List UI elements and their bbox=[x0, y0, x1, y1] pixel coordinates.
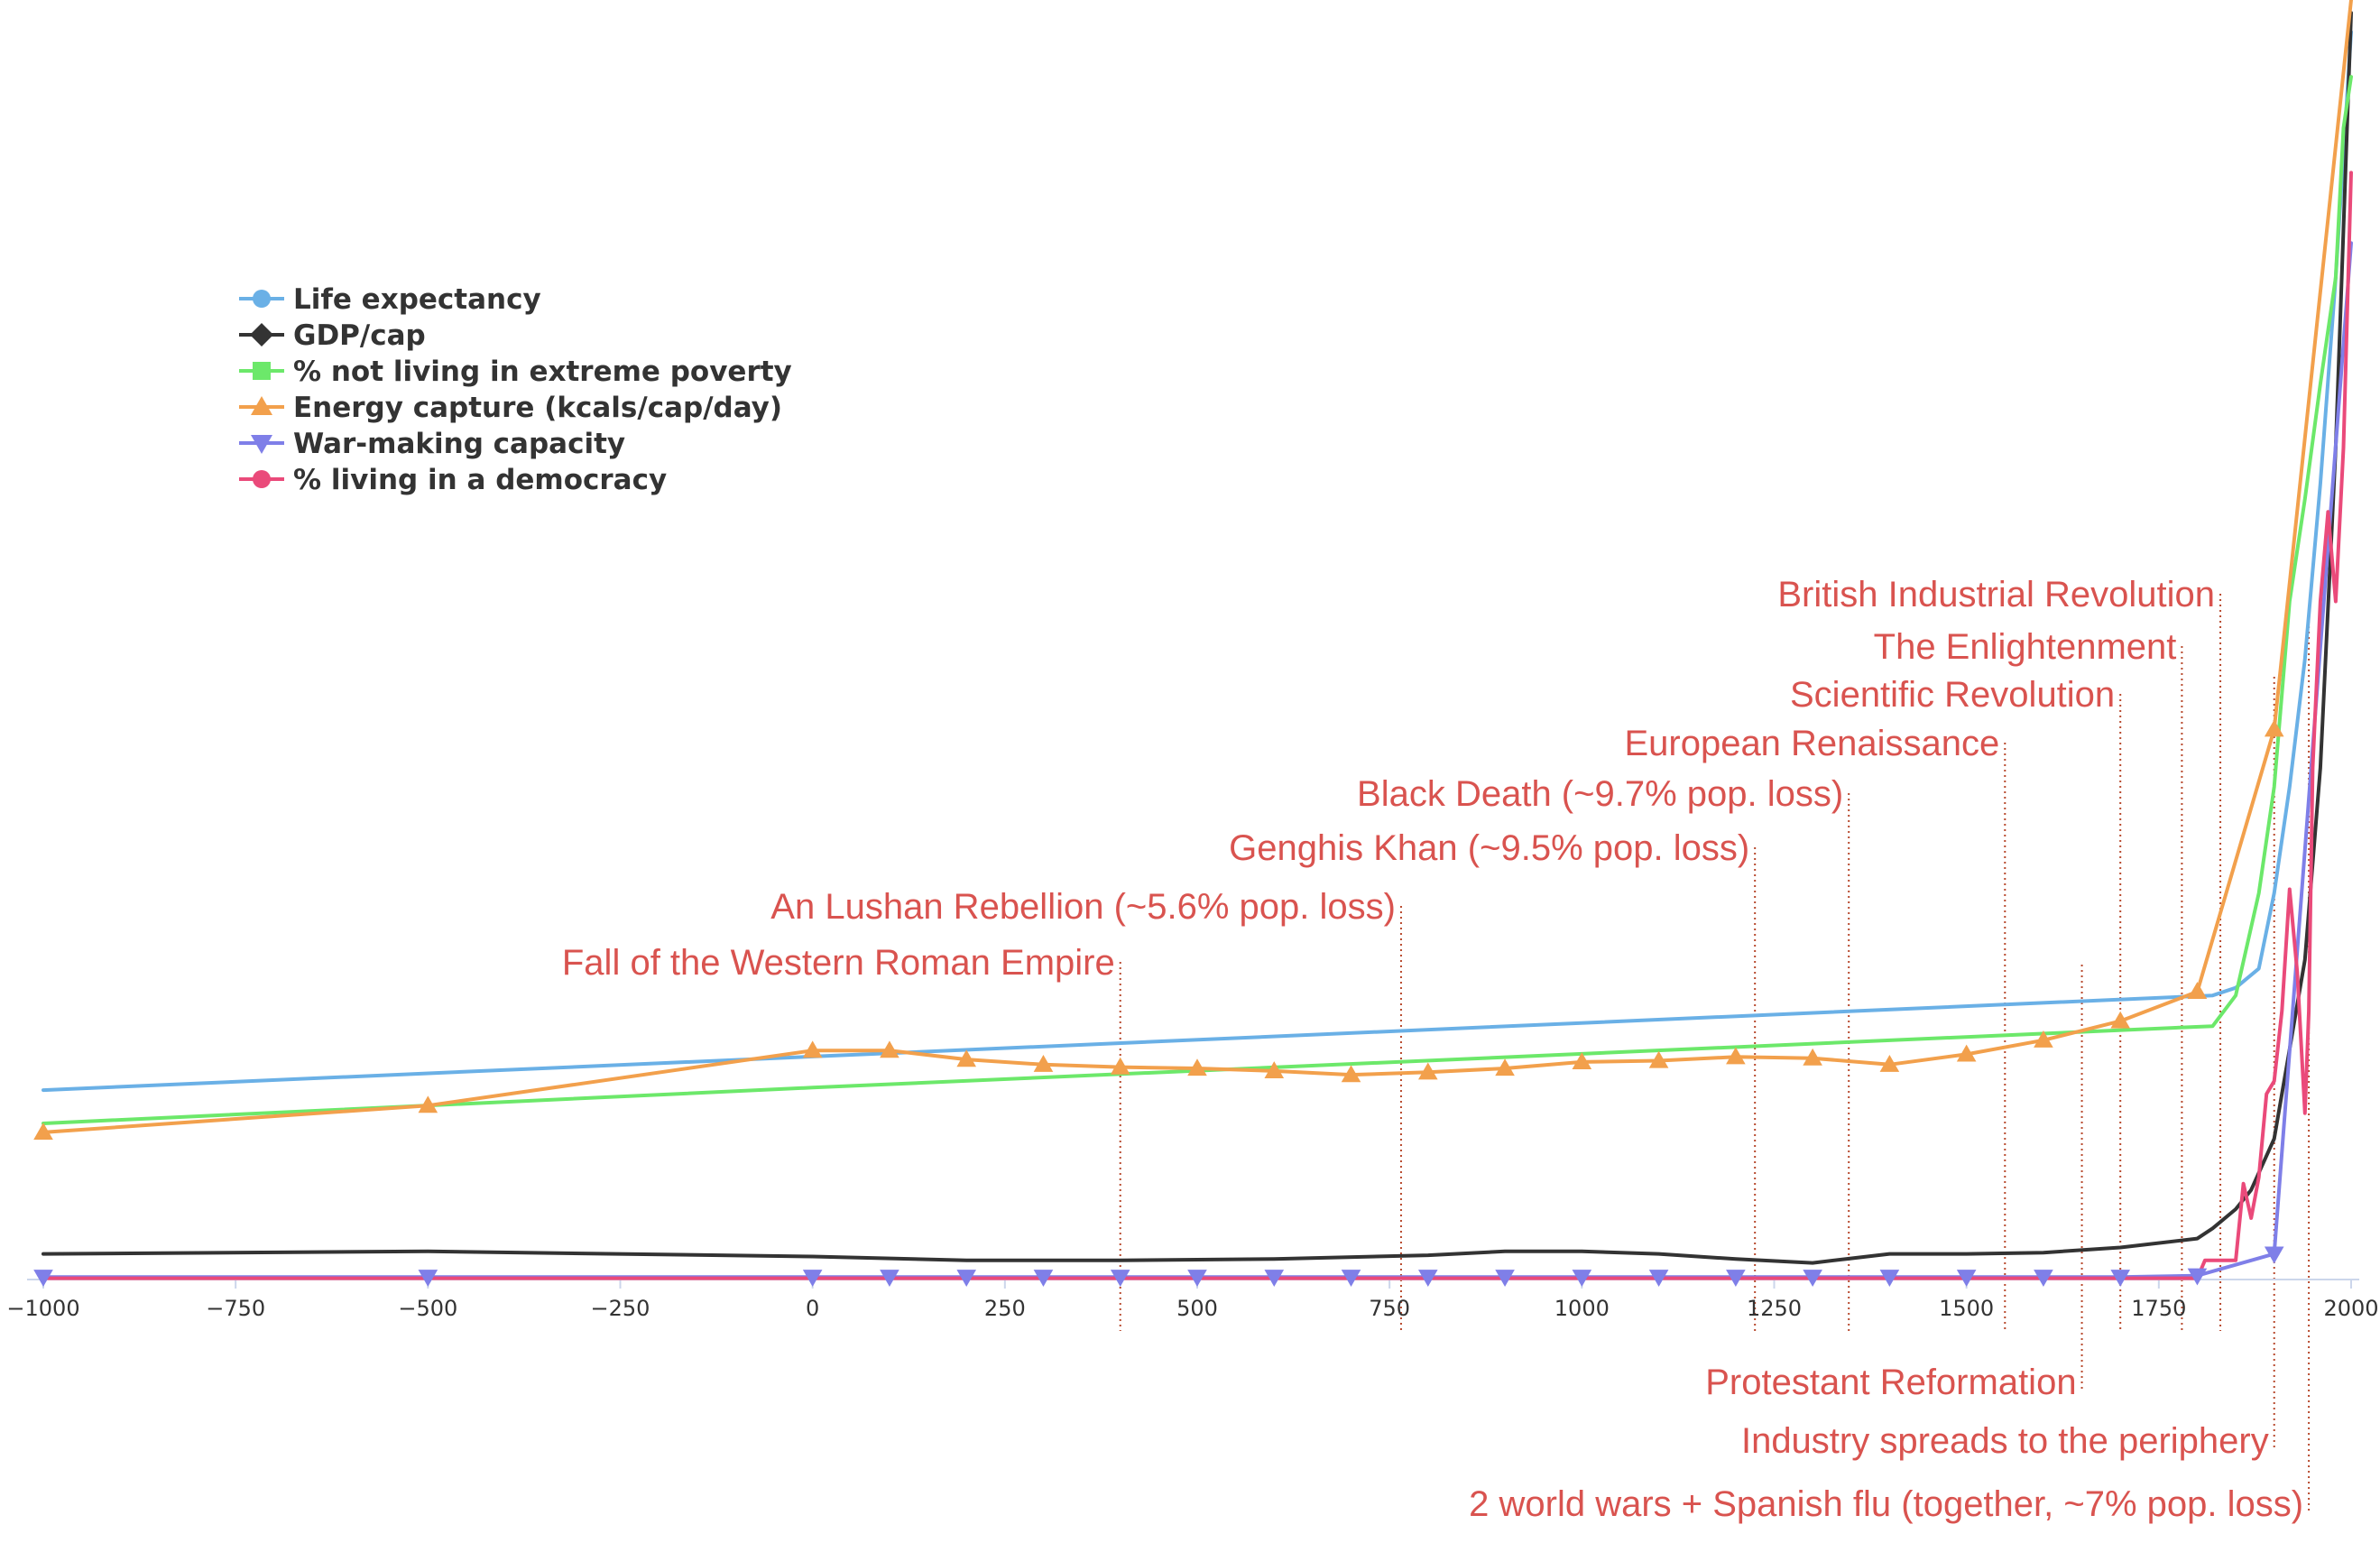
data-point-war-making-capacity bbox=[1341, 1270, 1361, 1287]
x-tick-label: −500 bbox=[398, 1296, 457, 1321]
legend-label: Life expectancy bbox=[293, 283, 541, 316]
x-axis: −1000 −750 −500 −250 0 250 500 750 1000 1250 1500 1… bbox=[6, 1279, 2379, 1321]
annotation-label-2-world-wars-spanish-flu-together-7-pop-loss: 2 world wars + Spanish flu (together, ~7… bbox=[1469, 1484, 2303, 1524]
annotation-label-protestant-reformation: Protestant Reformation bbox=[1705, 1363, 2076, 1402]
legend-swatch-marker bbox=[251, 396, 272, 415]
data-point-energy-capture-kcals-cap-day bbox=[418, 1095, 438, 1113]
data-point-war-making-capacity bbox=[1033, 1270, 1054, 1287]
legend-label: % living in a democracy bbox=[293, 464, 667, 496]
data-point-energy-capture-kcals-cap-day bbox=[1879, 1054, 1900, 1072]
data-point-war-making-capacity bbox=[1803, 1270, 1822, 1287]
annotation-label-genghis-khan-9-5-pop-loss: Genghis Khan (~9.5% pop. loss) bbox=[1229, 828, 1749, 868]
data-point-war-making-capacity bbox=[418, 1270, 438, 1287]
data-point-war-making-capacity bbox=[1879, 1270, 1900, 1287]
legend-item-not-living-in-extreme-poverty[interactable]: % not living in extreme poverty bbox=[239, 356, 792, 388]
x-tick-label: −750 bbox=[206, 1296, 265, 1321]
data-point-energy-capture-kcals-cap-day bbox=[1726, 1047, 1746, 1065]
annotation-label-the-enlightenment: The Enlightenment bbox=[1874, 627, 2177, 667]
data-point-war-making-capacity bbox=[1956, 1270, 1977, 1287]
data-point-energy-capture-kcals-cap-day bbox=[1495, 1058, 1515, 1076]
data-point-war-making-capacity bbox=[2264, 1246, 2284, 1264]
legend-item-life-expectancy[interactable]: Life expectancy bbox=[239, 283, 541, 316]
series-markers bbox=[33, 719, 2284, 1287]
data-point-war-making-capacity bbox=[1187, 1270, 1207, 1287]
legend-swatch-marker bbox=[253, 290, 271, 308]
data-point-war-making-capacity bbox=[1418, 1270, 1438, 1287]
annotation-label-black-death-9-7-pop-loss: Black Death (~9.7% pop. loss) bbox=[1357, 774, 1843, 814]
legend-label: % not living in extreme poverty bbox=[293, 356, 792, 388]
data-point-energy-capture-kcals-cap-day bbox=[2187, 982, 2208, 1000]
data-point-war-making-capacity bbox=[1495, 1270, 1515, 1287]
data-point-energy-capture-kcals-cap-day bbox=[1110, 1057, 1130, 1075]
x-tick-label: 0 bbox=[806, 1296, 819, 1321]
series-line-living-in-a-democracy bbox=[42, 171, 2353, 1280]
x-tick-label: −250 bbox=[591, 1296, 650, 1321]
data-point-energy-capture-kcals-cap-day bbox=[956, 1049, 976, 1067]
x-tick-label: 1000 bbox=[1554, 1296, 1610, 1321]
x-tick-label: 750 bbox=[1369, 1296, 1410, 1321]
legend-swatch-marker bbox=[253, 470, 271, 488]
legend-label: War-making capacity bbox=[293, 428, 625, 460]
legend-item-war-making-capacity[interactable]: War-making capacity bbox=[239, 428, 625, 460]
data-point-energy-capture-kcals-cap-day bbox=[880, 1040, 899, 1058]
data-point-war-making-capacity bbox=[1648, 1270, 1669, 1287]
data-point-war-making-capacity bbox=[956, 1270, 976, 1287]
annotation-label-scientific-revolution: Scientific Revolution bbox=[1790, 675, 2115, 715]
legend-swatch-marker bbox=[250, 323, 273, 346]
data-point-energy-capture-kcals-cap-day bbox=[1187, 1058, 1207, 1076]
data-point-war-making-capacity bbox=[2187, 1268, 2208, 1286]
legend-swatch-marker bbox=[251, 435, 272, 454]
annotation-label-an-lushan-rebellion-5-6-pop-loss: An Lushan Rebellion (~5.6% pop. loss) bbox=[770, 887, 1396, 927]
data-point-energy-capture-kcals-cap-day bbox=[802, 1040, 823, 1058]
annotation-labels: Fall of the Western Roman Empire An Lusha… bbox=[562, 575, 2303, 1524]
x-tick-label: 1750 bbox=[2131, 1296, 2186, 1321]
x-tick-label: −1000 bbox=[6, 1296, 79, 1321]
data-point-energy-capture-kcals-cap-day bbox=[33, 1123, 53, 1141]
data-point-energy-capture-kcals-cap-day bbox=[1418, 1062, 1438, 1080]
data-point-war-making-capacity bbox=[1572, 1270, 1592, 1287]
legend-item-energy-capture-kcals-cap-day[interactable]: Energy capture (kcals/cap/day) bbox=[239, 392, 782, 424]
data-point-energy-capture-kcals-cap-day bbox=[1264, 1061, 1285, 1078]
data-point-war-making-capacity bbox=[1726, 1270, 1746, 1287]
legend-label: GDP/cap bbox=[293, 319, 426, 352]
series-line-not-living-in-extreme-poverty bbox=[42, 75, 2353, 1125]
x-tick-label: 500 bbox=[1176, 1296, 1218, 1321]
data-point-war-making-capacity bbox=[1110, 1270, 1130, 1287]
data-point-energy-capture-kcals-cap-day bbox=[1033, 1054, 1054, 1072]
data-point-war-making-capacity bbox=[880, 1270, 899, 1287]
data-point-energy-capture-kcals-cap-day bbox=[1648, 1050, 1669, 1068]
data-point-energy-capture-kcals-cap-day bbox=[1803, 1048, 1822, 1066]
x-tick-label: 1250 bbox=[1747, 1296, 1802, 1321]
data-point-war-making-capacity bbox=[802, 1270, 823, 1287]
series-line-energy-capture-kcals-cap-day bbox=[42, 0, 2353, 1134]
annotation-label-industry-spreads-to-the-periphery: Industry spreads to the periphery bbox=[1741, 1421, 2269, 1461]
annotation-lines bbox=[1119, 594, 2311, 1511]
annotation-label-european-renaissance: European Renaissance bbox=[1624, 724, 1999, 763]
data-point-war-making-capacity bbox=[33, 1270, 53, 1287]
data-point-war-making-capacity bbox=[2110, 1270, 2130, 1287]
legend-item-living-in-a-democracy[interactable]: % living in a democracy bbox=[239, 464, 667, 496]
data-point-energy-capture-kcals-cap-day bbox=[1956, 1044, 1977, 1062]
legend-label: Energy capture (kcals/cap/day) bbox=[293, 392, 782, 424]
data-point-war-making-capacity bbox=[1264, 1270, 1285, 1287]
data-point-energy-capture-kcals-cap-day bbox=[2264, 719, 2284, 737]
legend-swatch-marker bbox=[253, 362, 271, 380]
data-point-war-making-capacity bbox=[2034, 1270, 2053, 1287]
x-tick-label: 2000 bbox=[2323, 1296, 2378, 1321]
annotation-label-fall-of-the-western-roman-empire: Fall of the Western Roman Empire bbox=[562, 943, 1115, 983]
data-point-energy-capture-kcals-cap-day bbox=[1341, 1065, 1361, 1083]
annotation-label-british-industrial-revolution: British Industrial Revolution bbox=[1777, 575, 2215, 614]
data-point-energy-capture-kcals-cap-day bbox=[2034, 1030, 2053, 1048]
data-point-energy-capture-kcals-cap-day bbox=[2110, 1011, 2130, 1029]
data-point-energy-capture-kcals-cap-day bbox=[1572, 1052, 1592, 1070]
legend-item-gdp-cap[interactable]: GDP/cap bbox=[239, 319, 426, 352]
series-line-life-expectancy bbox=[42, 30, 2353, 1093]
x-tick-label: 1500 bbox=[1939, 1296, 1994, 1321]
x-tick-label: 250 bbox=[984, 1296, 1026, 1321]
